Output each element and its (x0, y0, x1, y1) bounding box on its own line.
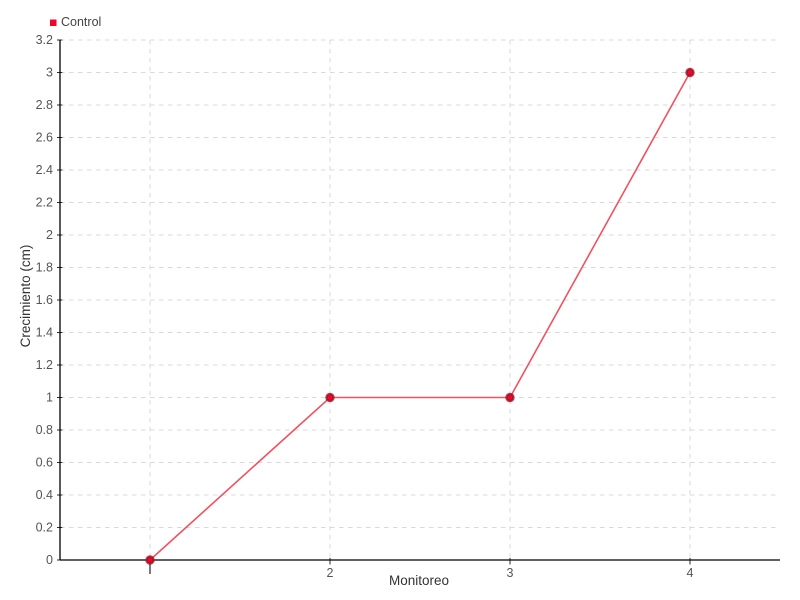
svg-text:2.2: 2.2 (36, 196, 53, 210)
svg-text:1.4: 1.4 (36, 326, 53, 340)
svg-text:Monitoreo: Monitoreo (389, 573, 449, 588)
svg-text:3: 3 (46, 66, 53, 80)
svg-text:Crecimiento (cm): Crecimiento (cm) (18, 245, 33, 348)
svg-text:2.8: 2.8 (36, 98, 53, 112)
svg-text:1.6: 1.6 (36, 293, 53, 307)
svg-text:2: 2 (327, 566, 334, 580)
svg-text:Control: Control (61, 15, 101, 29)
svg-text:4: 4 (687, 566, 694, 580)
svg-text:0.2: 0.2 (36, 521, 53, 535)
svg-text:3: 3 (507, 566, 514, 580)
svg-text:2: 2 (46, 228, 53, 242)
svg-text:1: 1 (46, 391, 53, 405)
svg-text:0.8: 0.8 (36, 423, 53, 437)
svg-text:1.8: 1.8 (36, 261, 53, 275)
svg-text:2.4: 2.4 (36, 163, 53, 177)
svg-text:0.4: 0.4 (36, 488, 53, 502)
svg-text:3.2: 3.2 (36, 33, 53, 47)
svg-text:1.2: 1.2 (36, 358, 53, 372)
svg-text:0.6: 0.6 (36, 456, 53, 470)
svg-text:2.6: 2.6 (36, 131, 53, 145)
svg-text:0: 0 (46, 553, 53, 567)
